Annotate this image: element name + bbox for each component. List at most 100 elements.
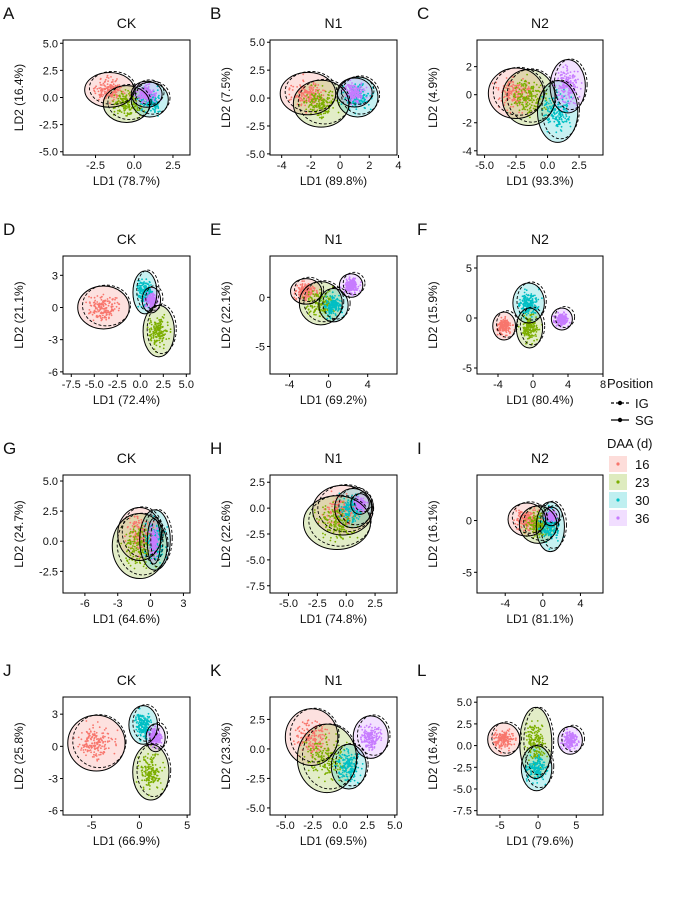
- point-daa-23: [528, 318, 530, 321]
- point-daa-30: [338, 294, 340, 297]
- point-daa-23: [136, 106, 139, 108]
- point-daa-36: [562, 85, 565, 88]
- point-daa-30: [518, 305, 520, 308]
- point-daa-16: [514, 98, 516, 101]
- ellipse-ig-daa-36: [342, 271, 366, 296]
- point-daa-23: [535, 105, 537, 108]
- point-daa-36: [566, 69, 569, 71]
- ellipse-sg-daa-16: [290, 278, 323, 305]
- point-daa-16: [112, 83, 115, 86]
- point-daa-30: [537, 298, 540, 301]
- point-daa-16: [301, 288, 304, 290]
- point-daa-23: [143, 557, 146, 560]
- point-daa-36: [556, 323, 559, 326]
- point-daa-16: [110, 84, 113, 87]
- point-daa-16: [110, 314, 113, 317]
- point-daa-23: [535, 83, 538, 86]
- point-daa-16: [98, 306, 101, 309]
- point-daa-16: [308, 86, 311, 89]
- point-daa-23: [309, 300, 312, 302]
- point-daa-36: [567, 91, 570, 93]
- point-daa-16: [301, 285, 304, 288]
- point-daa-36: [573, 83, 576, 86]
- point-daa-30: [561, 98, 564, 101]
- point-daa-16: [93, 310, 96, 313]
- point-daa-23: [523, 330, 526, 332]
- point-daa-23: [314, 84, 317, 87]
- point-daa-36: [157, 536, 160, 539]
- point-daa-23: [519, 92, 521, 95]
- point-daa-23: [310, 84, 313, 86]
- point-daa-30: [565, 105, 568, 108]
- point-daa-16: [304, 289, 307, 291]
- point-daa-23: [137, 531, 140, 534]
- point-daa-16: [104, 90, 106, 93]
- point-daa-30: [556, 111, 559, 113]
- ellipse-ig-daa-36: [134, 79, 165, 106]
- point-daa-16: [304, 283, 306, 285]
- point-daa-36: [567, 76, 570, 79]
- x-tick-label: -5.0: [85, 379, 104, 391]
- point-daa-23: [532, 325, 534, 327]
- point-daa-30: [531, 298, 534, 300]
- point-daa-16: [308, 90, 310, 93]
- point-daa-36: [553, 321, 555, 323]
- point-daa-36: [556, 319, 558, 321]
- point-daa-16: [119, 89, 122, 92]
- point-daa-23: [534, 333, 537, 336]
- point-daa-23: [156, 325, 159, 328]
- point-daa-36: [354, 292, 356, 295]
- point-daa-30: [555, 131, 558, 134]
- point-daa-16: [296, 94, 299, 97]
- point-daa-16: [312, 86, 315, 89]
- point-daa-23: [320, 302, 323, 305]
- point-daa-16: [308, 286, 311, 289]
- point-daa-16: [294, 290, 297, 293]
- point-daa-36: [352, 90, 355, 93]
- point-daa-16: [116, 88, 119, 91]
- point-daa-23: [318, 98, 320, 101]
- point-daa-36: [572, 82, 575, 84]
- point-daa-23: [530, 95, 533, 98]
- point-daa-23: [131, 550, 134, 553]
- point-daa-30: [528, 299, 530, 302]
- point-daa-16: [99, 81, 101, 84]
- point-daa-36: [557, 91, 560, 93]
- point-daa-23: [155, 331, 158, 334]
- ellipse-ig-daa-23: [303, 280, 345, 323]
- point-daa-16: [137, 521, 140, 524]
- point-daa-30: [161, 553, 164, 556]
- point-daa-36: [155, 544, 158, 547]
- point-daa-16: [136, 517, 139, 520]
- point-daa-23: [320, 113, 323, 116]
- point-daa-23: [124, 104, 127, 107]
- point-daa-16: [102, 314, 104, 317]
- point-daa-16: [142, 537, 144, 540]
- point-daa-23: [129, 94, 131, 97]
- point-daa-30: [532, 294, 535, 297]
- point-daa-16: [317, 84, 320, 86]
- point-daa-23: [530, 313, 533, 316]
- point-daa-16: [305, 299, 308, 301]
- point-daa-36: [356, 287, 359, 290]
- point-daa-23: [522, 85, 525, 87]
- point-daa-36: [565, 73, 568, 75]
- point-daa-30: [550, 114, 553, 117]
- point-daa-36: [152, 302, 155, 304]
- point-daa-36: [136, 90, 139, 93]
- point-daa-23: [531, 90, 534, 92]
- point-daa-36: [350, 103, 353, 106]
- point-daa-16: [99, 84, 102, 86]
- point-daa-23: [119, 95, 121, 98]
- point-daa-16: [112, 298, 114, 300]
- point-daa-23: [169, 328, 172, 331]
- point-daa-16: [288, 88, 291, 91]
- point-daa-30: [139, 103, 142, 105]
- point-daa-23: [128, 558, 131, 561]
- point-daa-16: [498, 327, 501, 329]
- point-daa-36: [365, 86, 368, 89]
- point-daa-23: [305, 307, 308, 309]
- point-daa-36: [145, 88, 148, 91]
- point-daa-23: [316, 109, 319, 112]
- point-daa-23: [129, 554, 132, 556]
